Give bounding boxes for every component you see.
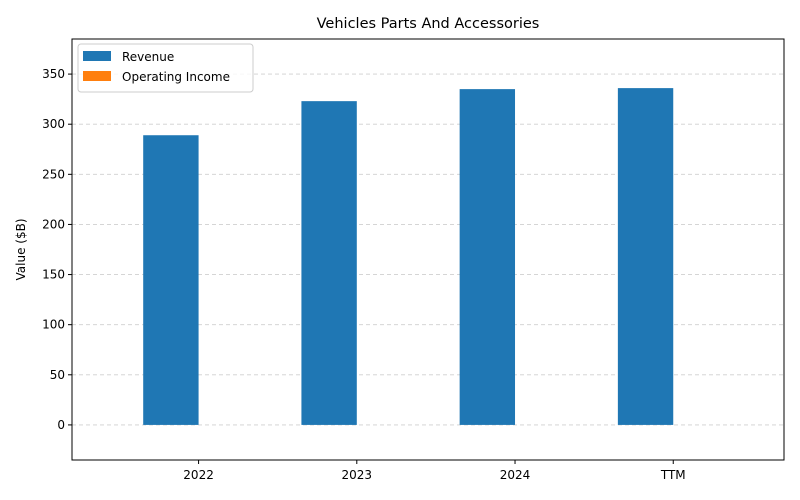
legend-label-revenue: Revenue xyxy=(122,50,174,64)
x-tick-label-2024: 2024 xyxy=(500,468,531,482)
y-axis: 0 50 100 150 200 250 300 350 xyxy=(42,67,72,432)
bars xyxy=(143,88,674,425)
y-tick-label-0: 0 xyxy=(57,418,65,432)
x-tick-label-ttm: TTM xyxy=(660,468,686,482)
chart-title: Vehicles Parts And Accessories xyxy=(317,16,540,32)
y-tick-label-50: 50 xyxy=(50,368,65,382)
legend: Revenue Operating Income xyxy=(77,43,254,93)
bar-revenue-2024 xyxy=(459,89,516,425)
legend-label-operating-income: Operating Income xyxy=(122,70,230,84)
y-tick-label-250: 250 xyxy=(42,167,65,181)
y-tick-label-100: 100 xyxy=(42,318,65,332)
y-axis-title: Value ($B) xyxy=(14,219,28,281)
x-axis: 2022 2023 2024 TTM xyxy=(183,460,686,482)
bar-revenue-2022 xyxy=(143,135,199,425)
bar-revenue-2023 xyxy=(301,101,357,425)
legend-swatch-revenue xyxy=(83,51,111,61)
y-tick-label-200: 200 xyxy=(42,217,65,231)
y-tick-label-350: 350 xyxy=(42,67,65,81)
y-tick-label-150: 150 xyxy=(42,268,65,282)
x-tick-label-2022: 2022 xyxy=(183,468,214,482)
y-tick-label-300: 300 xyxy=(42,117,65,131)
plot-frame xyxy=(71,38,785,461)
legend-box xyxy=(77,43,254,93)
legend-swatch-operating-income xyxy=(83,71,111,81)
x-tick-label-2023: 2023 xyxy=(342,468,373,482)
bar-revenue-ttm xyxy=(617,88,674,425)
